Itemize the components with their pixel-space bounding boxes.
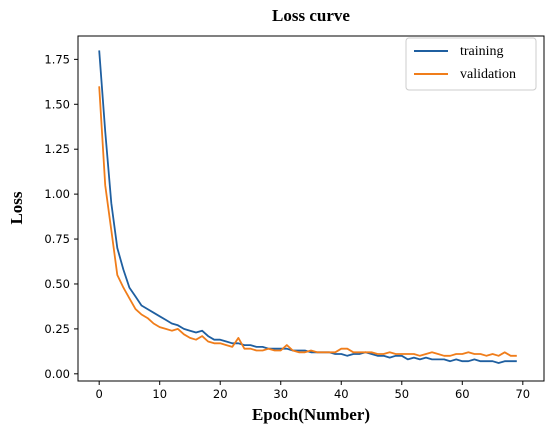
x-tick-label: 0: [96, 387, 103, 401]
x-tick-label: 20: [213, 387, 228, 401]
series-line-training: [98, 50, 517, 364]
series-lines: [98, 50, 517, 364]
y-axis-ticks: 0.00 0.25 0.50 0.75 1.00 1.25 1.50 1.75: [44, 52, 78, 381]
chart-title: Loss curve: [272, 6, 350, 25]
y-tick-label: 0.75: [44, 232, 70, 246]
y-tick-label: 0.50: [44, 277, 70, 291]
series-line-validation: [98, 86, 517, 357]
y-axis-label: Loss: [7, 191, 26, 224]
plot-frame: [77, 35, 545, 382]
legend: training validation: [405, 37, 537, 91]
x-tick-label: 10: [152, 387, 167, 401]
legend-label-training: training: [460, 44, 504, 59]
x-tick-label: 30: [273, 387, 288, 401]
y-tick-label: 0.25: [44, 322, 70, 336]
x-tick-label: 70: [515, 387, 530, 401]
x-tick-label: 40: [334, 387, 349, 401]
legend-label-validation: validation: [460, 67, 516, 82]
x-tick-label: 50: [394, 387, 409, 401]
x-axis-ticks: 0 10 20 30 40 50 60 70: [96, 381, 530, 401]
y-tick-label: 1.50: [44, 97, 70, 111]
x-axis-label: Epoch(Number): [252, 405, 370, 424]
y-tick-label: 0.00: [44, 367, 70, 381]
y-tick-label: 1.75: [44, 52, 70, 66]
y-tick-label: 1.25: [44, 142, 70, 156]
y-tick-label: 1.00: [44, 187, 70, 201]
x-tick-label: 60: [455, 387, 470, 401]
